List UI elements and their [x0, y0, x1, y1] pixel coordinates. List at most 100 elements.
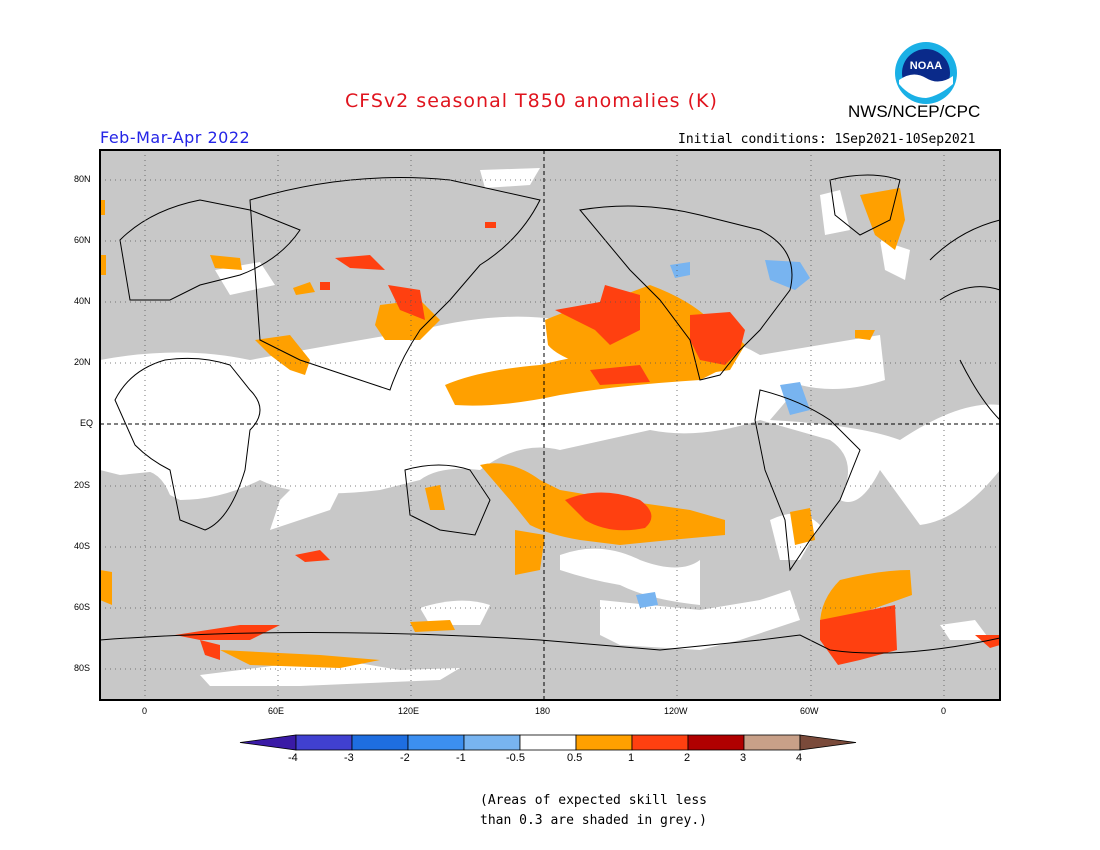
lon-label: 120W — [664, 706, 688, 716]
north-america-coast — [579, 205, 793, 381]
weddell-red — [820, 605, 897, 665]
colorbar-label: 1 — [628, 752, 635, 764]
skill-note-line2: than 0.3 are shaded in grey.) — [480, 813, 707, 828]
indian-ocean-red — [295, 550, 330, 562]
east-asia-orange — [375, 300, 440, 340]
colorbar-segment — [295, 734, 353, 751]
hudson-bay-blue — [765, 260, 810, 290]
lat-label: 80S — [74, 663, 91, 673]
colorbar-segment — [463, 734, 521, 751]
southern-ocean-white-2 — [420, 600, 490, 625]
agency-label: NWS/NCEP/CPC — [848, 102, 981, 121]
africa-west — [100, 360, 250, 475]
antarctic-orange — [220, 650, 380, 668]
south-pacific-white — [560, 548, 700, 605]
south-atlantic-orange — [100, 570, 112, 605]
atlantic-orange-small — [855, 330, 875, 340]
europe-africa-east — [929, 219, 1001, 421]
north-america-red — [690, 312, 745, 365]
colorbar-segment — [631, 734, 689, 751]
asia-coast — [249, 177, 541, 391]
lat-label: 40S — [74, 541, 91, 551]
red-anomaly — [175, 222, 1000, 665]
new-zealand-orange — [515, 530, 545, 575]
forecast-period: Feb-Mar-Apr 2022 — [100, 128, 251, 147]
indian-ocean-white — [270, 470, 350, 530]
antarctic-red — [175, 625, 280, 640]
lat-label: 80N — [74, 174, 91, 184]
colorbar-segment — [407, 734, 465, 751]
south-america-coast — [754, 389, 861, 572]
graticule — [100, 150, 1000, 700]
north-america-blue — [670, 262, 690, 278]
colorbar-segment — [351, 734, 409, 751]
weddell-orange — [820, 570, 912, 625]
east-edge-red — [975, 635, 1000, 648]
lon-label: 0 — [941, 706, 947, 716]
noaa-logo: NOAA — [895, 42, 957, 104]
lon-label: 0 — [142, 706, 148, 716]
chart-title: CFSv2 seasonal T850 anomalies (K) — [345, 90, 718, 112]
south-america-orange — [790, 508, 815, 545]
lat-label: EQ — [80, 418, 94, 428]
lat-label: 60N — [74, 235, 91, 245]
lon-label: 60W — [800, 706, 819, 716]
noaa-logo-wave — [899, 74, 953, 98]
coastlines — [99, 174, 1001, 654]
lat-label: 40N — [74, 296, 91, 306]
skill-note-line1: (Areas of expected skill less — [480, 793, 707, 808]
colorbar-label: 0.5 — [567, 752, 583, 764]
colorbar-label: -2 — [400, 752, 410, 764]
antarctic-orange-2 — [410, 620, 455, 632]
colorbar-label: -4 — [288, 752, 298, 764]
east-asia-red — [388, 285, 425, 320]
west-edge-orange-2 — [100, 255, 106, 275]
south-asia-orange — [255, 335, 310, 375]
colorbar-segment — [575, 734, 633, 751]
europe-coast — [119, 199, 301, 301]
noaa-logo-text: NOAA — [910, 60, 942, 72]
north-pacific-red — [555, 285, 640, 345]
amazon-blue — [780, 382, 810, 415]
australia-coast — [404, 464, 491, 536]
colorbar-segment — [519, 734, 577, 751]
lon-label: 180 — [535, 706, 551, 716]
colorbar-label: 4 — [796, 752, 803, 764]
north-pacific-red-2 — [590, 365, 650, 385]
siberia-red — [335, 255, 385, 270]
africa-coast — [114, 357, 261, 531]
arctic-white-1 — [480, 168, 540, 188]
australia-orange — [425, 485, 445, 510]
map-frame — [99, 149, 1001, 701]
colorbar-right-arrow — [799, 734, 857, 751]
asia-red-small — [320, 282, 330, 290]
colorbar-left-arrow — [239, 734, 297, 751]
colorbar-segment — [687, 734, 745, 751]
antarctic-white — [200, 660, 460, 686]
lon-label: 60E — [268, 706, 285, 716]
initial-conditions: Initial conditions: 1Sep2021-10Sep2021 — [678, 132, 976, 147]
lat-label: 20S — [74, 480, 91, 490]
blue-anomaly — [636, 260, 810, 608]
colorbar-segment — [743, 734, 801, 751]
europe-orange — [210, 255, 242, 270]
lat-label: 60S — [74, 602, 91, 612]
asia-orange-small — [293, 282, 315, 295]
lon-label: 120E — [398, 706, 420, 716]
south-pacific-red — [565, 492, 652, 531]
colorbar-label: -1 — [456, 752, 466, 764]
west-edge-orange — [100, 200, 105, 215]
southern-ocean-blue — [636, 592, 658, 608]
atlantic-white — [880, 240, 910, 280]
antarctic-red-2 — [200, 640, 220, 660]
antarctica-coast — [99, 632, 1001, 654]
arctic-red-small — [485, 222, 496, 228]
colorbar-label: 2 — [684, 752, 691, 764]
colorbar-label: -3 — [344, 752, 354, 764]
colorbar-label: -0.5 — [506, 752, 525, 764]
lat-label: 20N — [74, 357, 91, 367]
greenland-coast — [829, 174, 901, 236]
europe-white — [215, 262, 275, 295]
